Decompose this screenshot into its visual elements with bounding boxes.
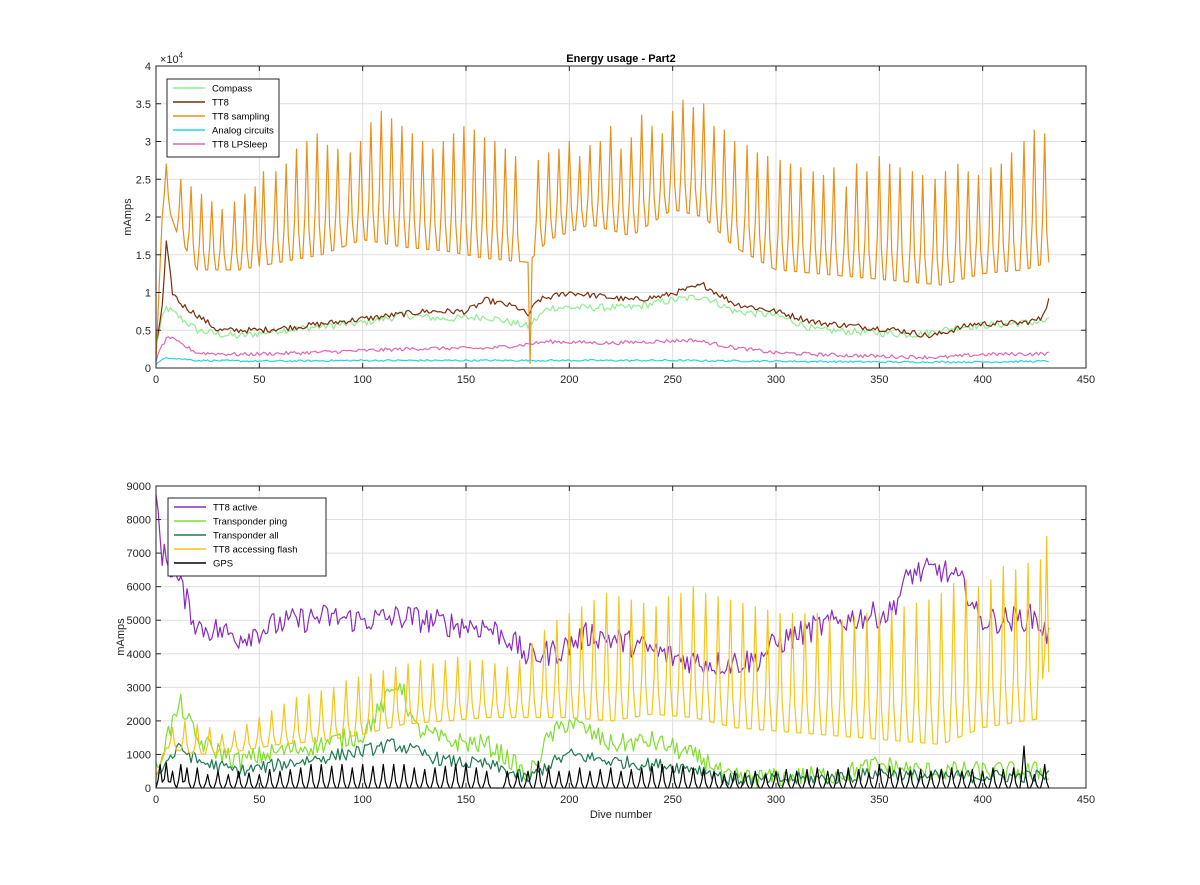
legend-entry: Compass	[212, 84, 252, 95]
legend-entry: Transponder all	[213, 531, 279, 542]
y-tick-label: 1	[145, 288, 151, 300]
legend-entry: Analog circuits	[212, 126, 274, 137]
y-tick-label: 0.5	[136, 325, 151, 337]
series-line-compass	[155, 294, 1050, 345]
series-line-tt8-accessing-flash	[155, 535, 1050, 779]
legend-entry: TT8 active	[213, 503, 257, 514]
x-tick-label: 100	[353, 374, 371, 386]
bottom-chart-axes-box	[155, 485, 1087, 789]
y-tick-label: 4	[145, 61, 151, 73]
x-tick-label: 150	[457, 374, 475, 386]
top-chart: Energy usage - Part2 0 50 100 150 200 250 300 3…	[122, 51, 1095, 386]
top-chart-y-label: mAmps	[122, 198, 134, 236]
top-chart-x-ticks: 0 50 100 150 200 250 300 350 400 450	[153, 66, 1095, 386]
series-line-tt8-lpsleep	[155, 336, 1050, 362]
y-tick-label: 3	[145, 137, 151, 149]
x-tick-label: 50	[253, 374, 265, 386]
x-tick-label: 50	[253, 794, 265, 806]
x-tick-label: 350	[870, 794, 888, 806]
y-tick-label: 2000	[127, 716, 151, 728]
x-tick-label: 250	[663, 374, 681, 386]
top-chart-y-exponent: ×104	[160, 51, 184, 66]
series-line-analog-circuits	[155, 357, 1049, 366]
legend-entry: Transponder ping	[213, 517, 287, 528]
top-chart-y-ticks: 0 0.5 1 1.5 2 2.5 3 3.5 4	[136, 61, 1086, 375]
x-tick-label: 450	[1077, 794, 1095, 806]
x-tick-label: 300	[767, 374, 785, 386]
x-tick-label: 350	[870, 374, 888, 386]
y-tick-label: 3.5	[136, 99, 151, 111]
bottom-chart-y-label: mAmps	[115, 618, 127, 656]
bottom-chart-legend: TT8 active Transponder ping Transponder al…	[167, 497, 327, 577]
y-tick-label: 6000	[127, 582, 151, 594]
series-line-transponder-all	[155, 738, 1050, 786]
legend-entry: GPS	[213, 559, 233, 570]
x-tick-label: 200	[560, 794, 578, 806]
y-tick-label: 2.5	[136, 174, 151, 186]
bottom-chart: 0 50 100 150 200 250 300 350 400 450 0 1000 2000 300…	[115, 481, 1095, 821]
y-tick-label: 2	[145, 212, 151, 224]
top-chart-y-exponent-base: ×10	[160, 54, 179, 66]
y-tick-label: 1.5	[136, 250, 151, 262]
top-chart-series	[155, 99, 1050, 366]
x-tick-label: 150	[457, 794, 475, 806]
top-chart-y-exponent-power: 4	[179, 51, 184, 60]
bottom-chart-x-label: Dive number	[590, 809, 653, 821]
y-tick-label: 5000	[127, 615, 151, 627]
top-chart-legend: Compass TT8 TT8 sampling Analog circuits TT8…	[166, 78, 280, 158]
y-tick-label: 7000	[127, 548, 151, 560]
series-line-tt8-active	[155, 494, 1050, 676]
y-tick-label: 3000	[127, 682, 151, 694]
bottom-chart-x-ticks: 0 50 100 150 200 250 300 350 400 450	[153, 486, 1095, 806]
y-tick-label: 4000	[127, 649, 151, 661]
x-tick-label: 400	[973, 794, 991, 806]
legend-entry: TT8 accessing flash	[213, 545, 297, 556]
y-tick-label: 8000	[127, 515, 151, 527]
y-tick-label: 1000	[127, 749, 151, 761]
y-tick-label: 0	[145, 363, 151, 375]
series-line-tt8-sampling	[155, 99, 1050, 365]
series-line-tt8	[155, 240, 1050, 346]
x-tick-label: 0	[153, 794, 159, 806]
y-tick-label: 9000	[127, 481, 151, 493]
x-tick-label: 450	[1077, 374, 1095, 386]
top-chart-title: Energy usage - Part2	[566, 53, 675, 65]
x-tick-label: 400	[973, 374, 991, 386]
legend-entry: TT8 sampling	[212, 112, 270, 123]
x-tick-label: 200	[560, 374, 578, 386]
legend-entry: TT8 LPSleep	[212, 140, 267, 151]
x-tick-label: 0	[153, 374, 159, 386]
bottom-chart-y-ticks: 0 1000 2000 3000 4000 5000 6000 7000 8000 9000	[127, 481, 1086, 795]
legend-entry: TT8	[212, 98, 229, 109]
y-tick-label: 0	[145, 783, 151, 795]
x-tick-label: 100	[353, 794, 371, 806]
x-tick-label: 250	[663, 794, 681, 806]
x-tick-label: 300	[767, 794, 785, 806]
